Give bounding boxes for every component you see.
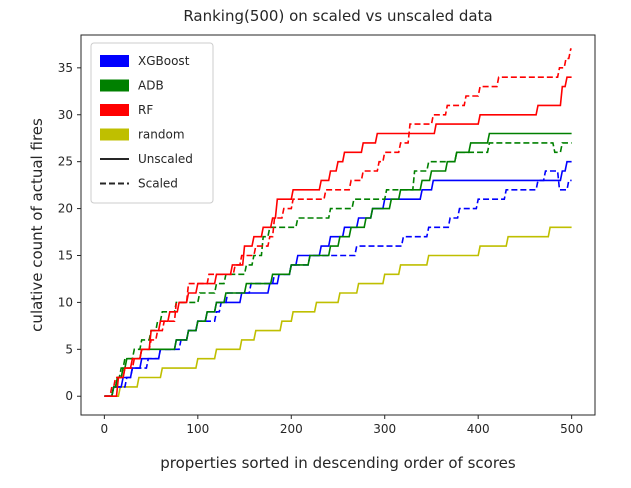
y-axis: 0 5 10 15 20 25 30 35 <box>58 61 81 403</box>
x-tick-label: 500 <box>560 422 583 436</box>
legend-swatch-rf <box>100 104 129 116</box>
x-axis-label: properties sorted in descending order of… <box>160 454 516 472</box>
x-axis: 0 100 200 300 400 500 <box>101 415 583 436</box>
chart-title: Ranking(500) on scaled vs unscaled data <box>183 7 492 25</box>
y-tick-label: 25 <box>58 155 73 169</box>
legend-label-adb: ADB <box>138 79 164 93</box>
plot-frame <box>80 34 596 416</box>
legend-label-unscaled: Unscaled <box>138 152 193 166</box>
series-rf-dashed <box>104 48 572 397</box>
y-tick-label: 0 <box>65 389 73 403</box>
y-axis-label: culative count of actual fires <box>28 118 46 332</box>
y-tick-label: 10 <box>58 295 73 309</box>
legend: XGBoost ADB RF random Unscaled Scaled <box>90 42 214 204</box>
legend-label-rf: RF <box>138 103 153 117</box>
x-tick-label: 100 <box>186 422 209 436</box>
legend-label-random: random <box>138 128 185 142</box>
y-tick-label: 5 <box>65 342 73 356</box>
x-tick-label: 0 <box>101 422 109 436</box>
y-tick-label: 15 <box>58 248 73 262</box>
plot-area <box>104 48 572 397</box>
series-rf-solid <box>104 76 572 397</box>
series-xgboost-dashed <box>104 170 572 397</box>
y-tick-label: 35 <box>58 61 73 75</box>
y-tick-label: 20 <box>58 202 73 216</box>
x-tick-label: 300 <box>373 422 396 436</box>
x-tick-label: 200 <box>280 422 303 436</box>
legend-label-scaled: Scaled <box>138 177 178 191</box>
x-tick-label: 400 <box>467 422 490 436</box>
series-adb-dashed <box>104 142 572 397</box>
series-random-solid <box>104 226 572 397</box>
legend-swatch-adb <box>100 79 129 92</box>
legend-swatch-random <box>100 128 129 141</box>
legend-label-xgboost: XGBoost <box>138 54 190 68</box>
y-tick-label: 30 <box>58 108 73 122</box>
legend-swatch-xgboost <box>100 55 129 67</box>
